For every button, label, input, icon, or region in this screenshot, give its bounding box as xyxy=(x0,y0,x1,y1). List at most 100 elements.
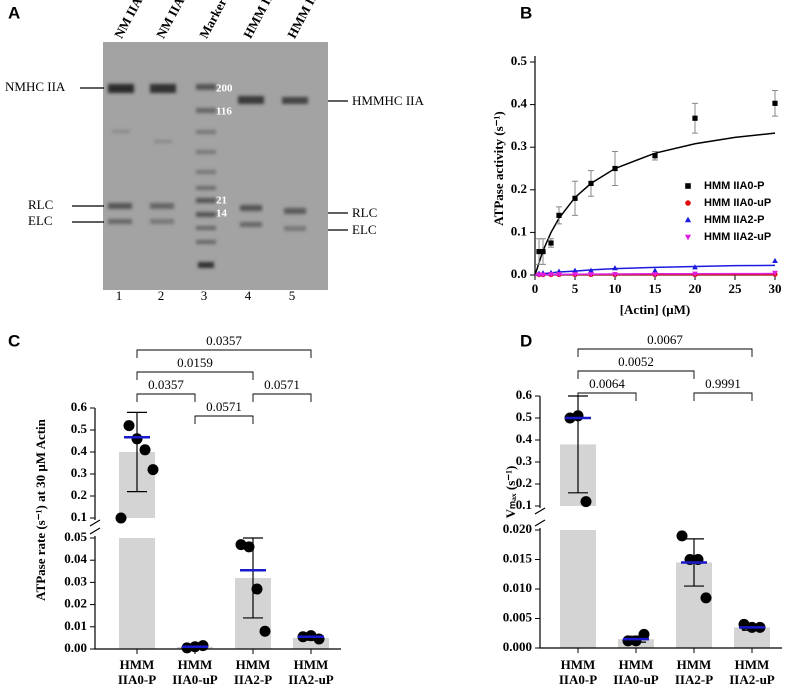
y-tick-label: 0.010 xyxy=(503,580,532,595)
data-point xyxy=(147,464,159,476)
p-value: 0.0357 xyxy=(148,377,184,392)
x-tick-label: 20 xyxy=(689,281,702,296)
data-point xyxy=(652,267,658,273)
lane-label: HMM IIA2 xyxy=(284,0,327,41)
x-tick-label: HMM xyxy=(294,657,329,672)
bar xyxy=(119,452,155,649)
significance-bracket xyxy=(577,348,753,357)
y-tick-label: 0.0 xyxy=(511,266,527,281)
data-point xyxy=(772,257,778,264)
y-tick-label: 0.6 xyxy=(71,399,88,414)
x-tick-label: HMM xyxy=(677,657,712,672)
x-tick-label: 30 xyxy=(769,281,782,296)
y-tick-label: 0.03 xyxy=(64,573,87,588)
legend-label: HMM IIA2-uP xyxy=(704,231,771,243)
y-tick-label: 0.3 xyxy=(511,138,528,153)
y-tick-label: 0.04 xyxy=(64,551,87,566)
y-axis-label: Vₘₐₓ (s⁻¹) xyxy=(503,466,518,519)
band-label: ELC xyxy=(352,222,377,237)
x-tick-label: 0 xyxy=(532,281,539,296)
data-point xyxy=(540,272,546,278)
y-tick-label: 0.015 xyxy=(503,550,533,565)
lane-label: NM IIA0 xyxy=(111,0,148,41)
p-value: 0.0064 xyxy=(589,376,625,391)
lane-number: 2 xyxy=(158,288,165,303)
data-point xyxy=(652,153,658,159)
y-tick-label: 0.01 xyxy=(64,618,87,633)
significance-bracket xyxy=(136,393,196,402)
data-point xyxy=(536,248,542,255)
y-tick-label: 0.3 xyxy=(516,453,533,468)
axis-break xyxy=(89,519,101,535)
x-tick-label: 25 xyxy=(729,281,743,296)
p-value: 0.0067 xyxy=(647,332,683,347)
y-tick-label: 0.000 xyxy=(503,639,532,654)
y-tick-label: 0.4 xyxy=(516,431,533,446)
panel-label: D xyxy=(520,331,532,350)
x-tick-label: HMM xyxy=(236,657,271,672)
gel-panel: A xyxy=(5,3,424,290)
y-tick-label: 0.4 xyxy=(511,96,528,111)
y-tick-label: 0.02 xyxy=(64,596,87,611)
x-tick-label: HMM xyxy=(178,657,213,672)
y-tick-label: 0.020 xyxy=(503,521,532,536)
p-value: 0.0571 xyxy=(264,377,300,392)
x-tick-label: IIA2-uP xyxy=(288,672,334,684)
data-point xyxy=(588,180,594,187)
data-point xyxy=(692,264,698,270)
y-tick-label: 0.1 xyxy=(511,223,527,238)
band-label: ELC xyxy=(28,213,53,228)
x-tick-label: IIA0-uP xyxy=(613,672,659,684)
significance-bracket xyxy=(693,392,753,401)
data-point xyxy=(588,267,594,273)
x-tick-label: IIA0-P xyxy=(559,672,597,684)
legend-label: HMM IIA0-uP xyxy=(704,197,771,209)
bar-lower xyxy=(560,530,596,648)
legend-marker xyxy=(684,216,692,223)
lane-label: Marker (kDa) xyxy=(196,0,246,41)
significance-bracket xyxy=(136,371,254,380)
data-point xyxy=(243,541,255,553)
data-point xyxy=(692,115,698,121)
y-tick-label: 0.5 xyxy=(516,409,533,424)
data-point xyxy=(572,267,578,273)
significance-bracket xyxy=(252,393,312,402)
y-tick-label: 0.5 xyxy=(511,53,528,68)
x-axis-label: [Actin] (μM) xyxy=(620,302,691,317)
lane-label: HMM IIA0 xyxy=(240,0,283,41)
marker-size: 200 xyxy=(216,83,233,95)
x-tick-label: IIA0-P xyxy=(118,672,156,684)
y-tick-label: 0.1 xyxy=(71,509,87,524)
data-point xyxy=(251,583,263,595)
p-value: 0.9991 xyxy=(705,376,741,391)
legend-marker xyxy=(684,234,692,241)
y-axis-label: ATPase rate (s⁻¹) at 30 μM Actin xyxy=(33,418,48,601)
p-value: 0.0159 xyxy=(177,355,213,370)
marker-size: 21 xyxy=(216,195,227,207)
marker-size: 14 xyxy=(216,208,228,220)
significance-bracket xyxy=(577,370,695,379)
lane-number: 1 xyxy=(116,288,123,303)
marker-size: 116 xyxy=(216,106,232,118)
data-point xyxy=(772,270,778,276)
legend-label: HMM IIA2-P xyxy=(704,214,765,226)
data-point xyxy=(548,240,554,246)
significance-bracket xyxy=(194,415,254,424)
legend-label: HMM IIA0-P xyxy=(704,180,765,192)
band-label: NMHC IIA xyxy=(5,79,66,94)
band-label: RLC xyxy=(28,197,53,212)
bar-lower xyxy=(119,538,155,649)
y-tick-label: 0.6 xyxy=(516,387,533,402)
data-point xyxy=(139,444,151,456)
data-point xyxy=(700,592,712,604)
data-point xyxy=(638,628,650,640)
panel-label: B xyxy=(520,3,532,22)
data-point xyxy=(548,272,554,278)
error-bar xyxy=(243,537,263,619)
band-label: RLC xyxy=(352,205,377,220)
y-tick-label: 0.05 xyxy=(64,529,87,544)
data-point xyxy=(612,165,618,172)
x-tick-label: HMM xyxy=(120,657,155,672)
x-tick-label: HMM xyxy=(735,657,770,672)
